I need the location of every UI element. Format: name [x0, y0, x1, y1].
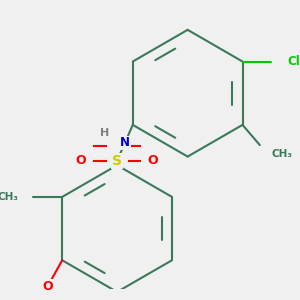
- Text: CH₃: CH₃: [271, 149, 292, 159]
- Text: CH₃: CH₃: [0, 192, 19, 202]
- Text: O: O: [148, 154, 158, 167]
- Text: H: H: [100, 128, 110, 138]
- Text: O: O: [43, 280, 53, 293]
- Text: S: S: [112, 154, 122, 168]
- Text: Cl: Cl: [287, 55, 300, 68]
- Text: N: N: [120, 136, 130, 149]
- Text: O: O: [76, 154, 86, 167]
